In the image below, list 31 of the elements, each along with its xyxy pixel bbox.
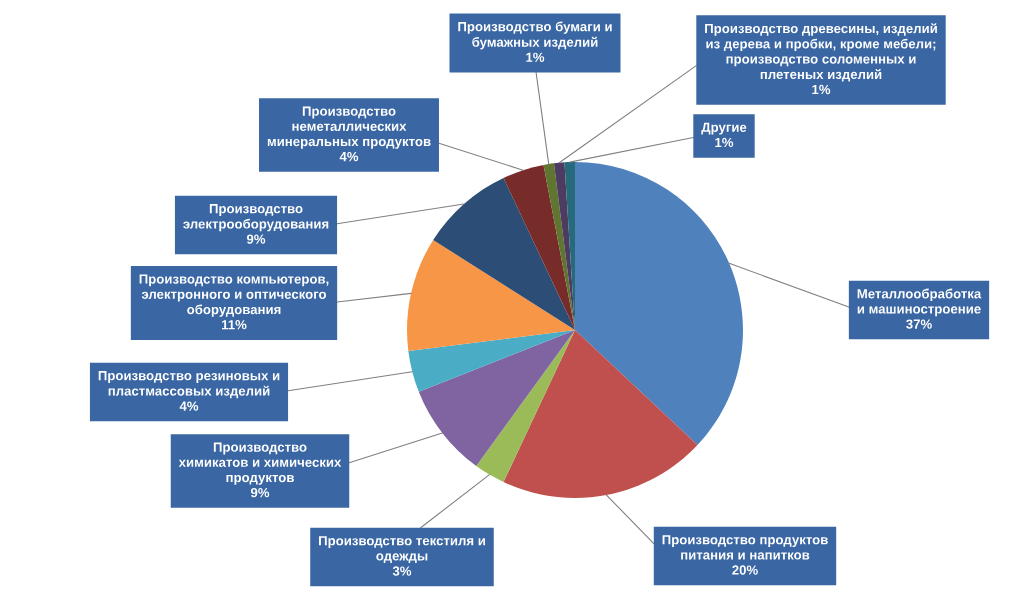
slice-label: Производство бумаги и бумажных изделий	[458, 21, 612, 50]
pie-slice	[503, 330, 698, 498]
slice-label: Производство продуктов питания и напитков	[662, 535, 828, 560]
data-label: 1%	[526, 52, 545, 62]
slice-label: Металлообработка и машиностроение	[857, 288, 982, 317]
slice-label: Производство компьютеров, электронного и оптического оборудования	[139, 274, 329, 317]
data-label: 37%	[906, 319, 932, 329]
data-label: 20%	[732, 565, 758, 575]
data-label: 3%	[392, 566, 412, 576]
data-label: 11%	[221, 320, 247, 330]
pie-slice	[543, 163, 575, 330]
data-label: 9%	[250, 487, 270, 498]
slice-label: Производство неметаллических минеральных продуктов	[267, 106, 431, 149]
slice-label: Производство химикатов и химических продуктов	[178, 442, 342, 485]
slice-label: Производство древесины, изделий из дерева и пробки, кроме мебели; производство соломенных и плетеных изделий	[705, 23, 937, 82]
pie-slice	[503, 164, 575, 330]
slice-label: Производство резиновых и пластмассовых изделий	[98, 371, 280, 399]
data-label: 4%	[179, 401, 199, 411]
data-label: 1%	[715, 137, 734, 148]
pie-slice	[418, 330, 575, 466]
data-label: 9%	[246, 234, 266, 244]
slice-label: Другие	[701, 122, 747, 135]
data-label: 4%	[339, 151, 359, 162]
pie-slice	[476, 330, 575, 483]
pie-slice	[408, 330, 575, 392]
data-label: 1%	[812, 84, 831, 95]
slice-label: Производство электрооборудования	[183, 204, 329, 232]
slice-label: Производство текстиля и одежды	[319, 536, 485, 564]
pie-slice	[575, 162, 743, 445]
pie-slice	[407, 239, 575, 352]
pie-slice	[433, 177, 575, 330]
